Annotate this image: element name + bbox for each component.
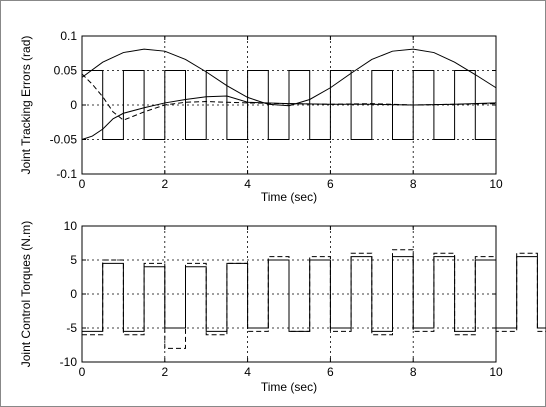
tracking-errors-xlabel: Time (sec) <box>261 190 317 204</box>
tracking-errors-ytick-label: 0.1 <box>60 29 77 43</box>
tracking-errors-xtick-label: 6 <box>327 177 334 191</box>
tracking-errors-series-4 <box>82 70 496 140</box>
tracking-errors-ytick-label: 0.05 <box>54 64 78 78</box>
tracking-errors-xtick-label: 0 <box>79 177 86 191</box>
control-torques-xtick-label: 6 <box>327 365 334 379</box>
tracking-errors-ytick-label: -0.1 <box>56 167 77 181</box>
tracking-errors-ytick-label: 0 <box>70 98 77 112</box>
tracking-errors-ylabel: Joint Tracking Errors (rad) <box>19 36 33 175</box>
control-torques-xtick-label: 10 <box>489 365 503 379</box>
tracking-errors-plot: 0 2 4 6 8 10 -0.1 -0.05 0 0.05 0.1 Time (sec) Join… <box>19 29 503 204</box>
control-torques-xlabel: Time (sec) <box>261 380 317 394</box>
tracking-errors-series <box>81 48 497 140</box>
control-torques-xtick-label: 8 <box>410 365 417 379</box>
tracking-errors-xtick-label: 2 <box>161 177 168 191</box>
tracking-errors-ytick-label: -0.05 <box>50 133 78 147</box>
control-torques-xtick-label: 0 <box>79 365 86 379</box>
control-torques-xtick-label: 4 <box>244 365 251 379</box>
control-torques-ticks: 0 2 4 6 8 10 -10 -5 0 5 10 <box>60 219 503 379</box>
tracking-errors-xtick-label: 4 <box>244 177 251 191</box>
control-torques-ytick-label: 0 <box>70 287 77 301</box>
tracking-errors-xtick-label: 10 <box>489 177 503 191</box>
control-torques-plot: 0 2 4 6 8 10 -10 -5 0 5 10 Time (sec) Joint Contro… <box>19 219 546 394</box>
control-torques-ytick-label: 5 <box>70 253 77 267</box>
control-torques-xtick-label: 2 <box>161 365 168 379</box>
control-torques-ytick-label: -10 <box>60 355 78 369</box>
tracking-errors-xtick-label: 8 <box>410 177 417 191</box>
control-torques-ytick-label: -5 <box>66 321 77 335</box>
tracking-errors-ticks: 0 2 4 6 8 10 -0.1 -0.05 0 0.05 0.1 <box>50 29 503 191</box>
control-torques-ytick-label: 10 <box>64 219 78 233</box>
control-torques-ylabel: Joint Control Torques (N.m) <box>19 221 33 368</box>
